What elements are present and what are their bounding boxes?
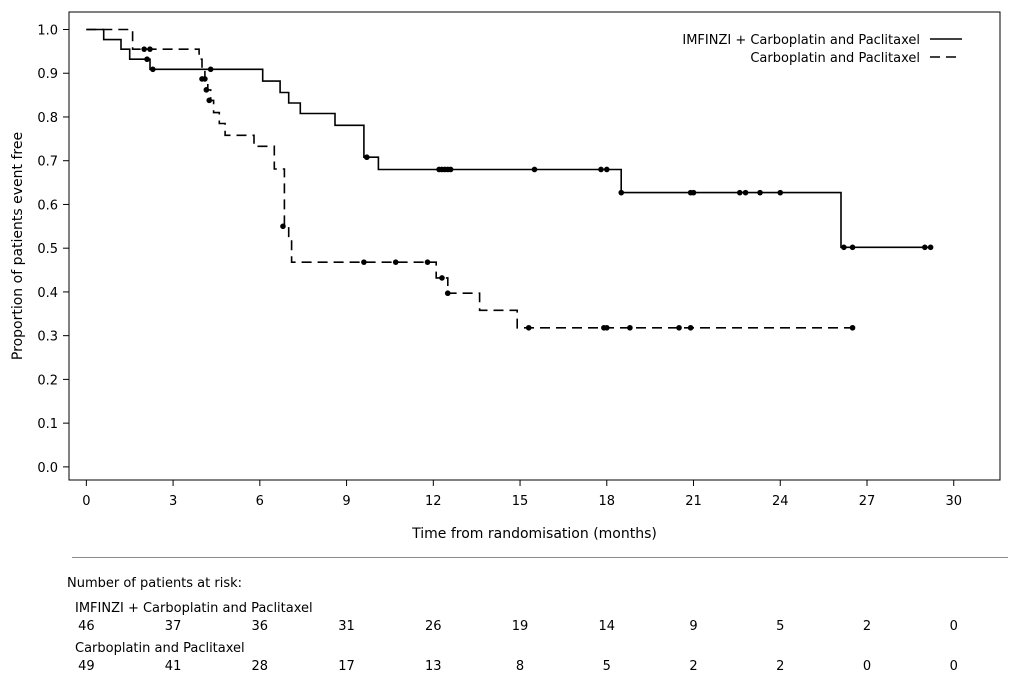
- censor-mark: [841, 244, 847, 251]
- censor-mark: [927, 244, 934, 251]
- legend-label: Carboplatin and Paclitaxel: [750, 51, 920, 66]
- censor-mark: [364, 154, 370, 161]
- censor-mark: [439, 275, 445, 281]
- censor-mark: [618, 189, 625, 196]
- x-tick-label: 9: [342, 494, 350, 509]
- x-tick-label: 15: [512, 494, 529, 509]
- censor-mark: [676, 324, 682, 331]
- censor-mark: [361, 259, 367, 265]
- censor-mark: [202, 76, 208, 82]
- at-risk-count: 31: [338, 619, 355, 634]
- x-tick-label: 18: [599, 494, 616, 509]
- censor-mark: [742, 189, 749, 196]
- legend-label: IMFINZI + Carboplatin and Paclitaxel: [682, 33, 920, 48]
- censor-mark: [150, 66, 156, 73]
- at-risk-count: 49: [78, 659, 95, 674]
- censor-mark: [849, 244, 856, 251]
- at-risk-count: 2: [776, 659, 785, 674]
- x-axis-label: Time from randomisation (months): [411, 526, 657, 542]
- x-tick-label: 24: [772, 494, 789, 509]
- y-tick-label: 0.4: [37, 286, 58, 301]
- y-tick-label: 0.0: [37, 461, 58, 476]
- x-tick-label: 0: [82, 494, 90, 509]
- at-risk-count: 28: [251, 659, 269, 674]
- x-axis: 0 3 6 9 12 15 18 21 24 27 30: [82, 480, 962, 509]
- censor-mark: [922, 244, 928, 251]
- x-tick-label: 6: [256, 494, 264, 509]
- series-line-2: [86, 28, 853, 329]
- series-layer: [86, 28, 934, 331]
- at-risk-count: 0: [949, 619, 958, 634]
- censor-mark: [444, 290, 451, 297]
- censor-mark: [144, 56, 150, 63]
- at-risk-count: 5: [776, 619, 785, 634]
- censor-mark: [603, 324, 610, 331]
- plot-area: [68, 11, 1001, 481]
- censor-mark: [141, 46, 147, 52]
- censor-mark: [207, 66, 214, 73]
- at-risk-group-label: IMFINZI + Carboplatin and Paclitaxel: [75, 601, 313, 616]
- series-line-1: [86, 28, 931, 249]
- y-tick-label: 0.5: [37, 242, 58, 257]
- censor-mark: [849, 324, 856, 331]
- y-tick-label: 0.9: [37, 67, 58, 82]
- y-tick-label: 0.2: [37, 373, 58, 388]
- y-tick-label: 0.8: [37, 111, 58, 126]
- censor-mark: [424, 259, 431, 265]
- x-tick-label: 21: [685, 494, 702, 509]
- at-risk-group-label: Carboplatin and Paclitaxel: [75, 641, 245, 656]
- x-tick-label: 27: [859, 494, 876, 509]
- y-tick-label: 1.0: [37, 23, 58, 38]
- censor-mark: [603, 166, 610, 173]
- censor-mark: [777, 189, 784, 196]
- y-axis: 0.0 0.1 0.2 0.3 0.4 0.5 0.6 0.7 0.8 0.9 1.0: [37, 23, 69, 476]
- censor-mark: [203, 87, 210, 93]
- at-risk-count: 36: [251, 619, 269, 634]
- y-tick-label: 0.6: [37, 198, 58, 213]
- legend: IMFINZI + Carboplatin and Paclitaxel Carb…: [682, 33, 962, 66]
- at-risk-count: 46: [78, 619, 95, 634]
- y-axis-label: Proportion of patients event free: [10, 132, 26, 360]
- at-risk-count: 9: [689, 619, 698, 634]
- at-risk-count: 26: [425, 619, 442, 634]
- censor-mark: [598, 166, 604, 173]
- censor-mark: [687, 324, 694, 331]
- y-tick-label: 0.7: [37, 155, 58, 170]
- y-tick-label: 0.1: [37, 417, 58, 432]
- at-risk-count: 0: [862, 659, 872, 674]
- x-tick-label: 30: [945, 494, 962, 509]
- censor-mark: [447, 166, 454, 173]
- at-risk-count: 2: [862, 619, 872, 634]
- at-risk-divider: [72, 557, 1008, 558]
- censor-mark: [757, 189, 763, 196]
- censor-mark: [531, 166, 538, 173]
- y-tick-label: 0.3: [37, 330, 58, 345]
- at-risk-count: 2: [689, 659, 698, 674]
- at-risk-count: 0: [949, 659, 958, 674]
- at-risk-count: 41: [164, 659, 182, 674]
- censor-mark: [525, 324, 532, 331]
- at-risk-count: 19: [511, 619, 529, 634]
- at-risk-count: 5: [602, 659, 611, 674]
- censor-mark: [736, 189, 743, 196]
- at-risk-count: 13: [425, 659, 442, 674]
- at-risk-count: 37: [164, 619, 182, 634]
- at-risk-count: 17: [338, 659, 355, 674]
- at-risk-title: Number of patients at risk:: [67, 576, 243, 591]
- censor-mark: [392, 259, 399, 265]
- at-risk-count: 8: [515, 659, 525, 674]
- at-risk-count: 14: [598, 619, 616, 634]
- censor-mark: [627, 324, 633, 331]
- x-tick-label: 3: [169, 494, 177, 509]
- censor-mark: [147, 46, 153, 52]
- censor-mark: [206, 97, 213, 104]
- censor-mark: [690, 189, 697, 196]
- censor-mark: [280, 223, 286, 230]
- x-tick-label: 12: [425, 494, 442, 509]
